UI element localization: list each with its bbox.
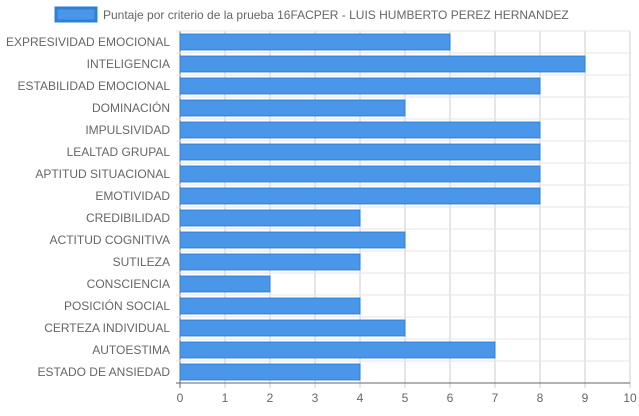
x-tick-label: 1	[222, 391, 229, 405]
x-tick-label: 10	[623, 391, 637, 405]
x-tick-label: 5	[402, 391, 409, 405]
bar	[179, 253, 361, 271]
bar	[179, 209, 361, 227]
x-tick-label: 9	[582, 391, 589, 405]
category-label: APTITUD SITUACIONAL	[35, 167, 170, 181]
x-tick-label: 8	[537, 391, 544, 405]
category-label: LEALTAD GRUPAL	[67, 145, 171, 159]
bar	[179, 77, 541, 95]
category-label: AUTOESTIMA	[92, 343, 170, 357]
legend-swatch	[54, 6, 98, 23]
category-label: CERTEZA INDIVIDUAL	[44, 321, 170, 335]
bar	[179, 363, 361, 381]
bars	[179, 33, 586, 381]
bar	[179, 33, 451, 51]
x-tick-label: 3	[312, 391, 319, 405]
x-tick-labels: 0 1 2 3 4 5 6 7 8 9 10	[177, 391, 637, 405]
x-tick-label: 6	[447, 391, 454, 405]
x-tick-label: 2	[267, 391, 274, 405]
bar	[179, 55, 586, 73]
bar	[179, 143, 541, 161]
bar	[179, 99, 406, 117]
bar	[179, 319, 406, 337]
category-label: EMOTIVIDAD	[95, 189, 170, 203]
bar	[179, 297, 361, 315]
legend[interactable]: Puntaje por criterio de la prueba 16FACP…	[54, 6, 569, 23]
category-label: CREDIBILIDAD	[86, 211, 170, 225]
category-label: ACTITUD COGNITIVA	[50, 233, 170, 247]
legend-label: Puntaje por criterio de la prueba 16FACP…	[103, 8, 569, 22]
category-label: DOMINACIÓN	[92, 100, 170, 115]
category-label: CONSCIENCIA	[87, 277, 170, 291]
x-tick-label: 7	[492, 391, 499, 405]
category-label: POSICIÓN SOCIAL	[64, 298, 170, 313]
category-label: IMPULSIVIDAD	[85, 123, 170, 137]
category-labels: EXPRESIVIDAD EMOCIONAL INTELIGENCIA ESTABI…	[6, 35, 170, 379]
bar	[179, 165, 541, 183]
bar	[179, 341, 496, 359]
bar	[179, 231, 406, 249]
category-label: SUTILEZA	[113, 255, 170, 269]
x-tick-label: 4	[357, 391, 364, 405]
bar	[179, 121, 541, 139]
x-tick-label: 0	[177, 391, 184, 405]
category-label: INTELIGENCIA	[87, 57, 170, 71]
bar	[179, 187, 541, 205]
bar	[179, 275, 271, 293]
category-label: EXPRESIVIDAD EMOCIONAL	[6, 35, 170, 49]
category-label: ESTADO DE ANSIEDAD	[38, 365, 171, 379]
category-label: ESTABILIDAD EMOCIONAL	[18, 79, 171, 93]
